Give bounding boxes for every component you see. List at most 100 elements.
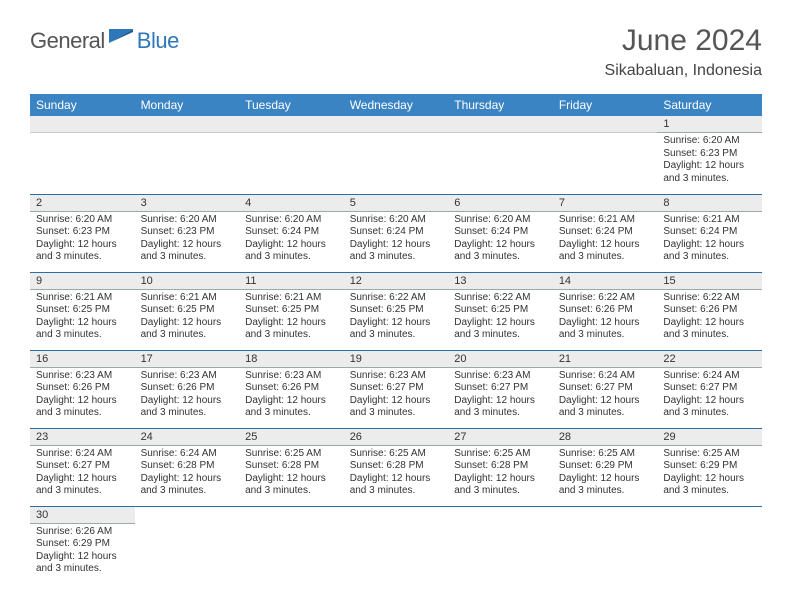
day-content: Sunrise: 6:24 AMSunset: 6:27 PMDaylight:…: [553, 368, 658, 424]
day-number: 22: [657, 351, 762, 368]
daylight1-text: Daylight: 12 hours: [663, 317, 756, 330]
day-content: Sunrise: 6:25 AMSunset: 6:29 PMDaylight:…: [657, 446, 762, 502]
daylight2-text: and 3 minutes.: [36, 251, 129, 264]
sunset-text: Sunset: 6:28 PM: [141, 460, 234, 473]
sunrise-text: Sunrise: 6:26 AM: [36, 526, 129, 539]
daylight2-text: and 3 minutes.: [245, 485, 338, 498]
location-label: Sikabaluan, Indonesia: [605, 62, 762, 80]
sunset-text: Sunset: 6:29 PM: [559, 460, 652, 473]
daylight2-text: and 3 minutes.: [663, 173, 756, 186]
sunrise-text: Sunrise: 6:21 AM: [141, 292, 234, 305]
day-content: Sunrise: 6:20 AMSunset: 6:24 PMDaylight:…: [448, 212, 553, 268]
daylight1-text: Daylight: 12 hours: [559, 317, 652, 330]
calendar-day-cell: [239, 116, 344, 194]
daylight1-text: Daylight: 12 hours: [663, 395, 756, 408]
day-number: 3: [135, 195, 240, 212]
day-content: Sunrise: 6:24 AMSunset: 6:28 PMDaylight:…: [135, 446, 240, 502]
weekday-header: Sunday: [30, 94, 135, 116]
empty-day-number: [135, 116, 240, 133]
sunset-text: Sunset: 6:28 PM: [350, 460, 443, 473]
daylight1-text: Daylight: 12 hours: [350, 317, 443, 330]
empty-day-content: [448, 133, 553, 191]
sunset-text: Sunset: 6:23 PM: [36, 226, 129, 239]
daylight2-text: and 3 minutes.: [663, 485, 756, 498]
empty-day-content: [553, 133, 658, 191]
calendar-day-cell: 17Sunrise: 6:23 AMSunset: 6:26 PMDayligh…: [135, 350, 240, 428]
calendar-day-cell: 30Sunrise: 6:26 AMSunset: 6:29 PMDayligh…: [30, 506, 135, 584]
calendar-day-cell: [553, 116, 658, 194]
calendar-day-cell: 11Sunrise: 6:21 AMSunset: 6:25 PMDayligh…: [239, 272, 344, 350]
logo: General Blue: [30, 28, 179, 54]
daylight2-text: and 3 minutes.: [141, 485, 234, 498]
day-number: 7: [553, 195, 658, 212]
sunrise-text: Sunrise: 6:25 AM: [245, 448, 338, 461]
day-number: 6: [448, 195, 553, 212]
calendar-day-cell: [448, 116, 553, 194]
calendar-day-cell: 19Sunrise: 6:23 AMSunset: 6:27 PMDayligh…: [344, 350, 449, 428]
day-content: Sunrise: 6:26 AMSunset: 6:29 PMDaylight:…: [30, 524, 135, 580]
title-block: June 2024 Sikabaluan, Indonesia: [605, 24, 762, 80]
day-number: 29: [657, 429, 762, 446]
daylight2-text: and 3 minutes.: [454, 329, 547, 342]
calendar-day-cell: [135, 506, 240, 584]
sunset-text: Sunset: 6:28 PM: [454, 460, 547, 473]
day-number: 18: [239, 351, 344, 368]
sunrise-text: Sunrise: 6:23 AM: [454, 370, 547, 383]
daylight1-text: Daylight: 12 hours: [559, 395, 652, 408]
day-number: 23: [30, 429, 135, 446]
daylight1-text: Daylight: 12 hours: [36, 317, 129, 330]
day-content: Sunrise: 6:23 AMSunset: 6:27 PMDaylight:…: [344, 368, 449, 424]
sunrise-text: Sunrise: 6:20 AM: [36, 214, 129, 227]
sunrise-text: Sunrise: 6:25 AM: [559, 448, 652, 461]
sunrise-text: Sunrise: 6:20 AM: [350, 214, 443, 227]
calendar-day-cell: 8Sunrise: 6:21 AMSunset: 6:24 PMDaylight…: [657, 194, 762, 272]
daylight2-text: and 3 minutes.: [559, 251, 652, 264]
daylight2-text: and 3 minutes.: [141, 407, 234, 420]
day-number: 13: [448, 273, 553, 290]
day-content: Sunrise: 6:24 AMSunset: 6:27 PMDaylight:…: [657, 368, 762, 424]
day-number: 16: [30, 351, 135, 368]
daylight2-text: and 3 minutes.: [663, 329, 756, 342]
sunset-text: Sunset: 6:27 PM: [454, 382, 547, 395]
daylight1-text: Daylight: 12 hours: [559, 473, 652, 486]
day-number: 27: [448, 429, 553, 446]
sunrise-text: Sunrise: 6:23 AM: [245, 370, 338, 383]
calendar-day-cell: [448, 506, 553, 584]
day-content: Sunrise: 6:21 AMSunset: 6:24 PMDaylight:…: [553, 212, 658, 268]
daylight1-text: Daylight: 12 hours: [245, 395, 338, 408]
day-content: Sunrise: 6:25 AMSunset: 6:28 PMDaylight:…: [448, 446, 553, 502]
calendar-day-cell: 10Sunrise: 6:21 AMSunset: 6:25 PMDayligh…: [135, 272, 240, 350]
calendar-day-cell: 16Sunrise: 6:23 AMSunset: 6:26 PMDayligh…: [30, 350, 135, 428]
day-content: Sunrise: 6:23 AMSunset: 6:27 PMDaylight:…: [448, 368, 553, 424]
daylight1-text: Daylight: 12 hours: [141, 317, 234, 330]
daylight2-text: and 3 minutes.: [350, 407, 443, 420]
day-content: Sunrise: 6:23 AMSunset: 6:26 PMDaylight:…: [239, 368, 344, 424]
sunrise-text: Sunrise: 6:25 AM: [454, 448, 547, 461]
sunrise-text: Sunrise: 6:24 AM: [141, 448, 234, 461]
calendar-day-cell: [135, 116, 240, 194]
calendar-day-cell: 2Sunrise: 6:20 AMSunset: 6:23 PMDaylight…: [30, 194, 135, 272]
sunset-text: Sunset: 6:23 PM: [141, 226, 234, 239]
day-content: Sunrise: 6:20 AMSunset: 6:24 PMDaylight:…: [344, 212, 449, 268]
day-number: 2: [30, 195, 135, 212]
weekday-header: Thursday: [448, 94, 553, 116]
daylight1-text: Daylight: 12 hours: [36, 473, 129, 486]
day-number: 14: [553, 273, 658, 290]
sunrise-text: Sunrise: 6:20 AM: [663, 135, 756, 148]
sunrise-text: Sunrise: 6:21 AM: [663, 214, 756, 227]
empty-day-number: [448, 116, 553, 133]
empty-day-content: [344, 133, 449, 191]
calendar-page: General Blue June 2024 Sikabaluan, Indon…: [0, 0, 792, 608]
sunrise-text: Sunrise: 6:25 AM: [350, 448, 443, 461]
calendar-day-cell: 20Sunrise: 6:23 AMSunset: 6:27 PMDayligh…: [448, 350, 553, 428]
daylight1-text: Daylight: 12 hours: [663, 239, 756, 252]
daylight1-text: Daylight: 12 hours: [350, 395, 443, 408]
day-content: Sunrise: 6:22 AMSunset: 6:26 PMDaylight:…: [553, 290, 658, 346]
daylight2-text: and 3 minutes.: [141, 329, 234, 342]
sunrise-text: Sunrise: 6:21 AM: [36, 292, 129, 305]
day-content: Sunrise: 6:21 AMSunset: 6:25 PMDaylight:…: [239, 290, 344, 346]
sunset-text: Sunset: 6:24 PM: [663, 226, 756, 239]
calendar-day-cell: 18Sunrise: 6:23 AMSunset: 6:26 PMDayligh…: [239, 350, 344, 428]
day-number: 26: [344, 429, 449, 446]
day-content: Sunrise: 6:20 AMSunset: 6:23 PMDaylight:…: [657, 133, 762, 189]
